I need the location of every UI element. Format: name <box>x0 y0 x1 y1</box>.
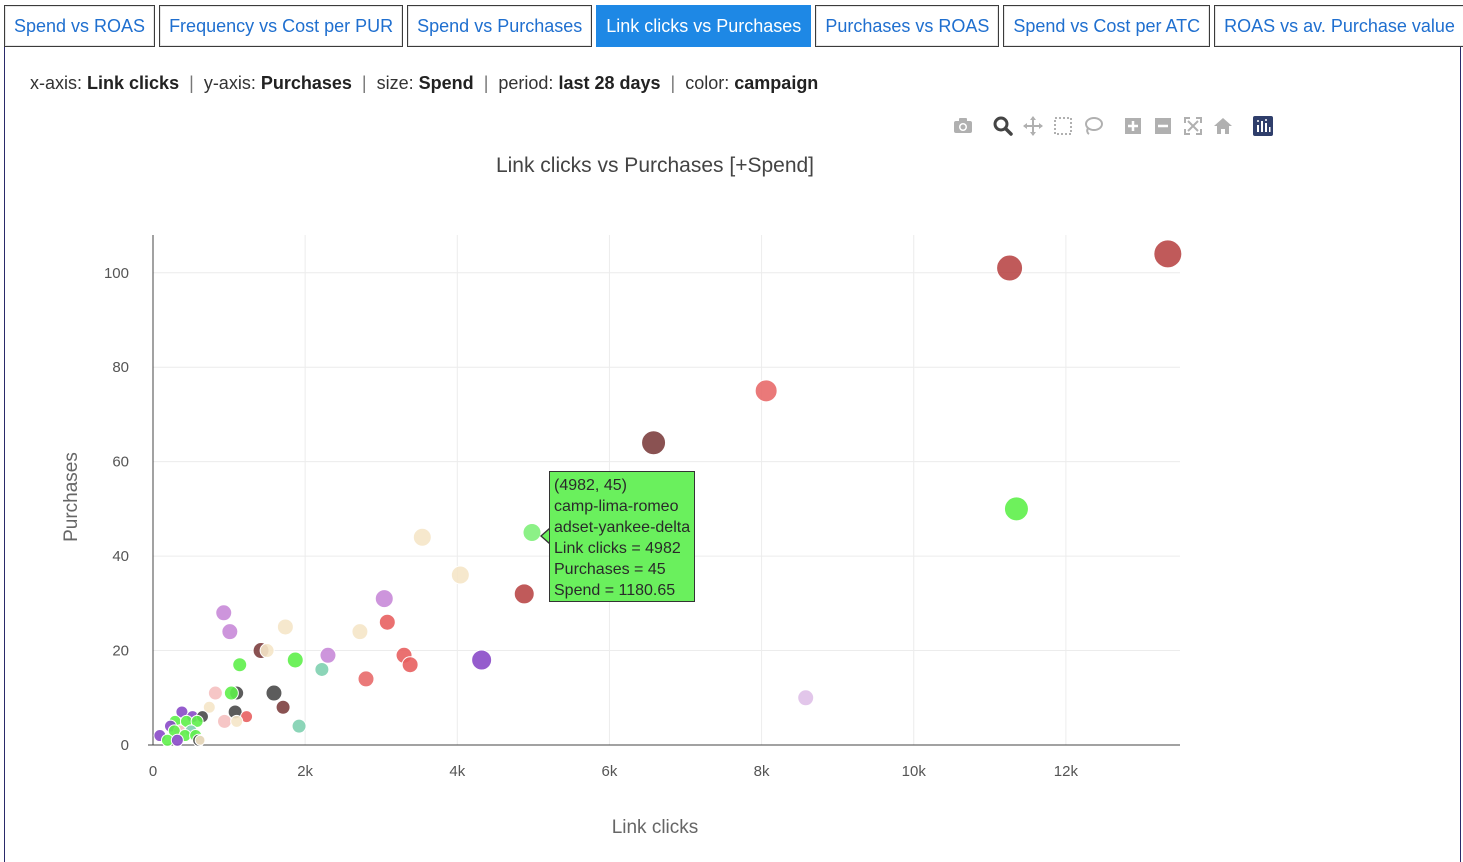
info-separator: | <box>483 73 489 93</box>
scatter-point[interactable] <box>378 613 396 631</box>
y-axis-title: Purchases <box>61 452 82 542</box>
scatter-point[interactable] <box>1003 496 1029 522</box>
y-tick-label: 40 <box>112 548 129 565</box>
x-tick-label: 8k <box>754 763 770 780</box>
scatter-point[interactable] <box>754 379 778 403</box>
scatter-point[interactable] <box>230 714 244 728</box>
scatter-point[interactable] <box>286 651 304 669</box>
tooltip-coords: (4982, 45) <box>554 477 627 494</box>
autoscale-icon[interactable] <box>1182 115 1204 137</box>
plotly-logo-icon[interactable] <box>1252 115 1274 137</box>
tooltip-purchases: Purchases = 45 <box>554 561 666 578</box>
tooltip-campaign: camp-lima-romeo <box>554 498 679 515</box>
x-tick-label: 6k <box>602 763 618 780</box>
tooltip-arrow-fill <box>542 529 550 543</box>
scatter-point[interactable] <box>1153 239 1183 269</box>
tab-frequency-vs-cost-per-pur[interactable]: Frequency vs Cost per PUR <box>159 5 404 47</box>
tab-purchases-vs-roas[interactable]: Purchases vs ROAS <box>815 5 1000 47</box>
zoom-out-icon[interactable] <box>1152 115 1174 137</box>
info-separator: | <box>189 73 194 93</box>
scatter-point[interactable] <box>401 656 419 674</box>
tooltip-adset: adset-yankee-delta <box>554 519 691 536</box>
scatter-point[interactable] <box>319 646 337 664</box>
tooltip-link-clicks: Link clicks = 4982 <box>554 540 681 557</box>
x-axis-title: Link clicks <box>612 817 699 838</box>
tab-spend-vs-purchases[interactable]: Spend vs Purchases <box>407 5 593 47</box>
scatter-point[interactable] <box>357 670 375 688</box>
scatter-point[interactable] <box>351 623 369 641</box>
scatter-point[interactable] <box>996 254 1024 282</box>
scatter-point[interactable] <box>797 689 815 707</box>
data-points[interactable] <box>153 239 1183 747</box>
y-tick-label: 0 <box>121 737 129 754</box>
pan-icon[interactable] <box>1022 115 1044 137</box>
scatter-point[interactable] <box>170 733 184 747</box>
reset-axes-icon[interactable] <box>1212 115 1234 137</box>
scatter-point[interactable] <box>202 700 216 714</box>
tab-panel <box>4 47 1461 862</box>
scatter-point[interactable] <box>522 523 542 542</box>
scatter-point[interactable] <box>215 604 233 622</box>
y-tick-label: 80 <box>112 359 129 376</box>
camera-icon[interactable] <box>952 115 974 137</box>
box-select-icon[interactable] <box>1052 115 1074 137</box>
info-color-value: campaign <box>734 73 819 93</box>
chart-info-bar: x-axis: Link clicks | y-axis: Purchases … <box>30 73 818 94</box>
scatter-point[interactable] <box>314 661 330 677</box>
scatter-point[interactable] <box>265 684 283 702</box>
scatter-point[interactable] <box>471 649 493 671</box>
info-color-label: color: <box>685 73 730 93</box>
scatter-point[interactable] <box>217 713 233 729</box>
axes: 0 2k 4k 6k 8k 10k 12k 0 20 40 60 80 100 <box>104 235 1180 780</box>
tab-spend-vs-roas[interactable]: Spend vs ROAS <box>4 5 156 47</box>
scatter-point[interactable] <box>291 718 307 734</box>
info-yaxis-value: Purchases <box>260 73 352 93</box>
y-tick-label: 100 <box>104 265 129 282</box>
y-tick-label: 20 <box>112 643 129 660</box>
scatter-point[interactable] <box>374 589 394 609</box>
info-xaxis-value: Link clicks <box>87 73 180 93</box>
x-tick-label: 2k <box>297 763 313 780</box>
zoom-icon[interactable] <box>992 115 1014 137</box>
scatter-point[interactable] <box>641 430 667 456</box>
info-size-label: size: <box>376 73 414 93</box>
chart-tabs: Spend vs ROAS Frequency vs Cost per PUR … <box>4 5 1463 47</box>
info-period-label: period: <box>498 73 554 93</box>
x-tick-label: 0 <box>149 763 157 780</box>
scatter-point[interactable] <box>223 685 239 701</box>
info-separator: | <box>361 73 367 93</box>
chart-title: Link clicks vs Purchases [+Spend] <box>496 154 814 177</box>
x-tick-label: 10k <box>902 763 927 780</box>
lasso-select-icon[interactable] <box>1082 115 1104 137</box>
scatter-point[interactable] <box>513 583 535 605</box>
tooltip-spend: Spend = 1180.65 <box>554 582 676 599</box>
scatter-point[interactable] <box>259 643 275 659</box>
tab-roas-vs-av-purchase-value[interactable]: ROAS vs av. Purchase value <box>1214 5 1463 47</box>
tab-link-clicks-vs-purchases[interactable]: Link clicks vs Purchases <box>596 5 812 47</box>
tab-spend-vs-cost-per-atc[interactable]: Spend vs Cost per ATC <box>1003 5 1211 47</box>
zoom-in-icon[interactable] <box>1122 115 1144 137</box>
info-xaxis-label: x-axis: <box>30 73 83 93</box>
info-period-value: last 28 days <box>558 73 661 93</box>
hover-tooltip: (4982, 45) camp-lima-romeo adset-yankee-… <box>549 471 695 602</box>
scatter-point[interactable] <box>450 565 470 585</box>
info-size-value: Spend <box>418 73 474 93</box>
info-separator: | <box>670 73 676 93</box>
info-yaxis-label: y-axis: <box>203 73 256 93</box>
x-tick-label: 4k <box>449 763 465 780</box>
scatter-point[interactable] <box>190 714 204 728</box>
scatter-point[interactable] <box>207 685 223 701</box>
scatter-point[interactable] <box>275 699 291 715</box>
scatter-point[interactable] <box>276 618 294 636</box>
y-tick-label: 60 <box>112 454 129 471</box>
scatter-point[interactable] <box>194 734 206 746</box>
scatter-point[interactable] <box>221 623 239 641</box>
scatter-point[interactable] <box>412 527 432 547</box>
x-tick-label: 12k <box>1054 763 1079 780</box>
scatter-point[interactable] <box>232 657 248 673</box>
